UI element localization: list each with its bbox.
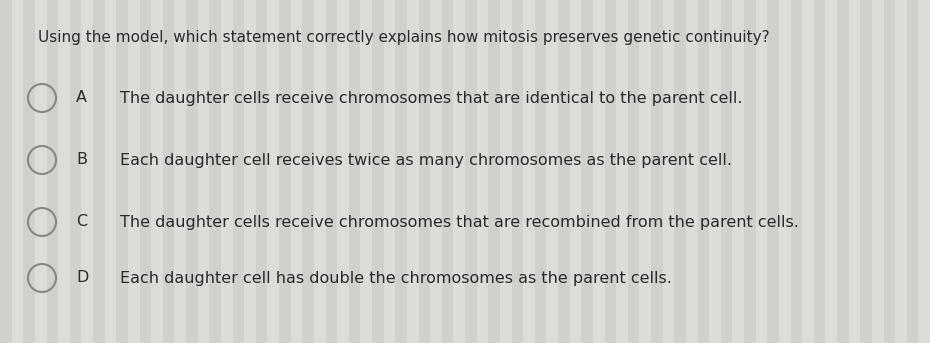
Bar xyxy=(128,0,140,343)
Bar xyxy=(860,0,872,343)
Bar xyxy=(802,0,814,343)
Bar xyxy=(163,0,175,343)
Bar xyxy=(268,0,279,343)
Bar xyxy=(523,0,535,343)
Bar xyxy=(290,0,302,343)
Bar xyxy=(651,0,662,343)
Bar xyxy=(407,0,418,343)
Bar xyxy=(685,0,698,343)
Bar xyxy=(313,0,326,343)
Text: B: B xyxy=(76,153,87,167)
Text: A: A xyxy=(76,91,87,106)
Bar xyxy=(535,0,547,343)
Bar xyxy=(116,0,128,343)
Bar xyxy=(70,0,82,343)
Bar xyxy=(151,0,163,343)
Bar xyxy=(395,0,407,343)
Bar xyxy=(326,0,337,343)
Bar xyxy=(454,0,465,343)
Bar xyxy=(256,0,268,343)
Bar xyxy=(221,0,232,343)
Bar xyxy=(244,0,256,343)
Text: C: C xyxy=(76,214,87,229)
Bar xyxy=(93,0,104,343)
Bar xyxy=(0,0,11,343)
Bar xyxy=(465,0,477,343)
Bar xyxy=(698,0,709,343)
Bar xyxy=(58,0,70,343)
Bar xyxy=(198,0,209,343)
Bar xyxy=(140,0,151,343)
Bar xyxy=(709,0,721,343)
Bar xyxy=(488,0,500,343)
Bar xyxy=(640,0,651,343)
Bar xyxy=(279,0,290,343)
Bar xyxy=(581,0,593,343)
Bar xyxy=(790,0,802,343)
Text: The daughter cells receive chromosomes that are identical to the parent cell.: The daughter cells receive chromosomes t… xyxy=(120,91,742,106)
Text: The daughter cells receive chromosomes that are recombined from the parent cells: The daughter cells receive chromosomes t… xyxy=(120,214,799,229)
Bar xyxy=(500,0,512,343)
Bar xyxy=(907,0,919,343)
Bar xyxy=(767,0,778,343)
Bar xyxy=(104,0,116,343)
Bar xyxy=(733,0,744,343)
Bar xyxy=(209,0,221,343)
Text: D: D xyxy=(76,271,88,285)
Bar xyxy=(186,0,197,343)
Bar xyxy=(884,0,895,343)
Bar xyxy=(744,0,755,343)
Bar xyxy=(604,0,616,343)
Bar xyxy=(662,0,674,343)
Bar xyxy=(814,0,826,343)
Bar xyxy=(35,0,46,343)
Bar xyxy=(547,0,558,343)
Text: Each daughter cell has double the chromosomes as the parent cells.: Each daughter cell has double the chromo… xyxy=(120,271,671,285)
Bar xyxy=(628,0,640,343)
Bar xyxy=(477,0,488,343)
Bar xyxy=(349,0,360,343)
Bar xyxy=(46,0,58,343)
Bar xyxy=(569,0,581,343)
Bar xyxy=(919,0,930,343)
Bar xyxy=(11,0,23,343)
Text: Each daughter cell receives twice as many chromosomes as the parent cell.: Each daughter cell receives twice as man… xyxy=(120,153,732,167)
Bar xyxy=(383,0,395,343)
Bar xyxy=(372,0,383,343)
Bar xyxy=(558,0,569,343)
Bar xyxy=(442,0,454,343)
Bar xyxy=(418,0,430,343)
Bar xyxy=(849,0,860,343)
Bar xyxy=(837,0,849,343)
Bar xyxy=(616,0,628,343)
Bar xyxy=(755,0,767,343)
Bar xyxy=(512,0,523,343)
Bar xyxy=(82,0,93,343)
Bar xyxy=(674,0,685,343)
Bar xyxy=(779,0,790,343)
Bar xyxy=(826,0,837,343)
Bar xyxy=(23,0,35,343)
Bar xyxy=(175,0,186,343)
Bar xyxy=(872,0,883,343)
Bar xyxy=(337,0,349,343)
Text: Using the model, which statement correctly explains how mitosis preserves geneti: Using the model, which statement correct… xyxy=(38,30,770,45)
Bar xyxy=(302,0,313,343)
Bar xyxy=(895,0,907,343)
Bar xyxy=(593,0,604,343)
Bar xyxy=(232,0,244,343)
Bar xyxy=(721,0,733,343)
Bar xyxy=(360,0,372,343)
Bar xyxy=(430,0,442,343)
